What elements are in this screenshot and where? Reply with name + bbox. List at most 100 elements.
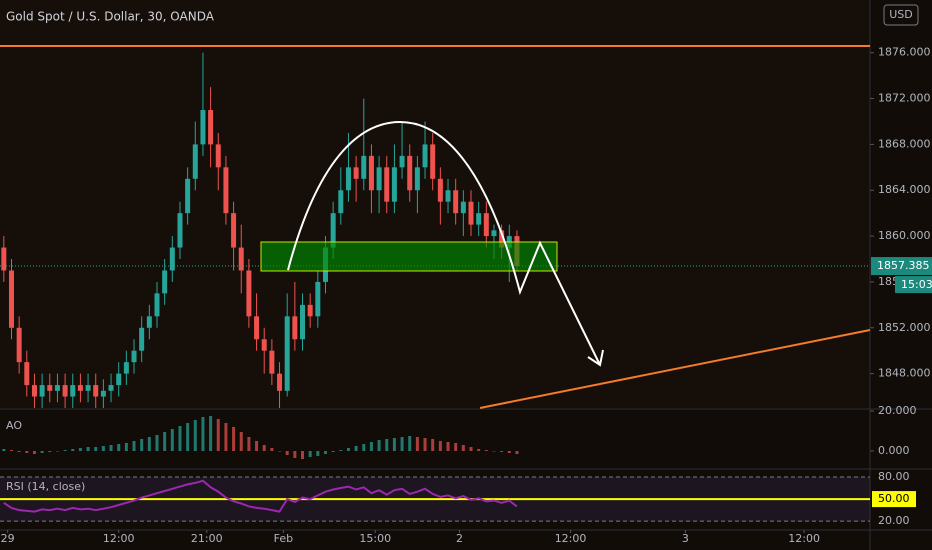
candle-body — [368, 155, 374, 191]
ao-bar — [78, 448, 82, 451]
ao-bar — [101, 446, 105, 451]
support-zone — [260, 241, 558, 272]
ao-bar — [423, 438, 427, 451]
candle-body — [430, 144, 436, 179]
candle-body — [277, 373, 283, 391]
candle-body — [453, 190, 459, 214]
candle-body — [422, 144, 428, 168]
ao-bar — [385, 439, 389, 451]
ao-bar — [48, 451, 52, 452]
ao-bar — [25, 451, 29, 453]
countdown-label: 15:03 — [901, 278, 932, 291]
candle-body — [223, 167, 229, 214]
y-tick-label: 1848.000 — [878, 367, 931, 380]
candle-body — [460, 201, 466, 214]
candle-body — [39, 385, 45, 397]
ao-bar — [454, 443, 458, 451]
ao-bar — [308, 451, 312, 457]
candle-body — [468, 201, 474, 225]
ao-bar — [301, 451, 305, 459]
ao-bar — [178, 426, 182, 451]
y-tick-label: 50.00 — [878, 492, 910, 505]
candle-body — [108, 385, 114, 391]
currency-label[interactable]: USD — [889, 8, 913, 21]
ao-bar — [201, 417, 205, 451]
currency-button[interactable] — [883, 4, 919, 26]
candle-body — [54, 385, 60, 391]
y-tick-label: 20.000 — [878, 404, 917, 417]
candle-body — [154, 293, 160, 317]
candle-body — [146, 316, 152, 328]
candle-body — [246, 270, 252, 317]
candle-body — [215, 144, 221, 168]
ao-bar — [140, 439, 144, 451]
x-tick-label: 12:00 — [555, 532, 587, 545]
candle-body — [208, 110, 214, 145]
y-tick-label: 0.000 — [878, 444, 910, 457]
candle-body — [353, 167, 359, 179]
candle-body — [192, 144, 198, 179]
y-tick-label: 1852.000 — [878, 321, 931, 334]
candle-body — [238, 247, 244, 271]
ao-bar — [293, 451, 297, 458]
candle-body — [24, 362, 30, 386]
ao-bar — [400, 437, 404, 451]
ao-bar — [331, 451, 335, 452]
ao-bar — [55, 451, 59, 452]
rsi-line — [3, 479, 518, 513]
ao-bar — [224, 423, 228, 451]
ao-bar — [216, 419, 220, 451]
y-tick-label: 20.00 — [878, 514, 910, 527]
candle-body — [399, 155, 405, 168]
ao-bar — [63, 450, 67, 451]
y-tick-label: 80.00 — [878, 470, 910, 483]
ao-bar — [155, 435, 159, 451]
candle-body — [292, 316, 298, 340]
candle-body — [8, 270, 14, 328]
ao-bar — [354, 446, 358, 451]
last-price-box — [871, 257, 932, 276]
candle-body — [123, 362, 129, 374]
candle-body — [261, 339, 267, 351]
rsi-title: RSI (14, close) — [6, 480, 85, 493]
candle-body — [116, 373, 122, 386]
candle-body — [361, 155, 367, 179]
candle-body — [483, 213, 489, 237]
ao-bar — [209, 416, 213, 451]
candle-body — [437, 178, 443, 202]
ao-bar — [392, 438, 396, 451]
candle-body — [47, 385, 53, 391]
candle-body — [93, 385, 99, 397]
candle-body — [414, 167, 420, 191]
candle-body — [269, 350, 275, 374]
x-tick-label: 3 — [682, 532, 689, 545]
candle-body — [62, 385, 68, 397]
candle-body — [70, 385, 76, 397]
ao-bar — [40, 451, 44, 453]
candle-body — [338, 190, 344, 214]
ao-bar — [339, 450, 343, 451]
candle-body — [200, 110, 206, 145]
candle-body — [345, 167, 351, 191]
ao-bar — [377, 440, 381, 451]
ao-bar — [170, 429, 174, 451]
ao-title: AO — [6, 419, 22, 432]
ao-bar — [446, 442, 450, 451]
x-tick-label: 29 — [1, 532, 15, 545]
ao-bar — [94, 447, 98, 451]
candle-body — [231, 213, 237, 248]
ao-bar — [362, 444, 366, 451]
ao-bar — [316, 451, 320, 456]
candle-body — [131, 350, 137, 363]
y-tick-label: 1876.000 — [878, 46, 931, 59]
ao-bar — [117, 444, 121, 451]
ao-bar — [2, 449, 6, 451]
ao-bar — [239, 432, 243, 451]
x-tick-label: Feb — [274, 532, 293, 545]
ao-bar — [492, 451, 496, 452]
candle-body — [100, 390, 106, 397]
candle-body — [284, 316, 290, 391]
candle-body — [491, 230, 497, 237]
candle-body — [162, 270, 168, 294]
